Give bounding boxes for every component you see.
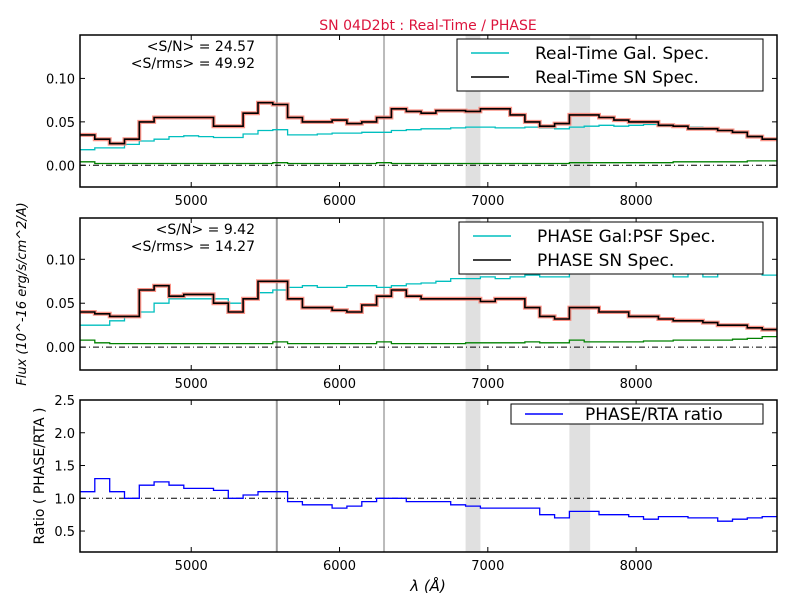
y-tick-label: 0.00 — [46, 341, 75, 356]
panel-3: 5000 6000 7000 8000 0.5 1.0 1.5 2.0 2.5 PHASE/RTA… — [54, 394, 778, 574]
x-tick-label: 7000 — [471, 559, 504, 574]
y-tick-label: 0.5 — [54, 525, 75, 540]
y-tick-label: 0.10 — [46, 253, 75, 268]
annotation: <S/N> = 9.42 — [156, 222, 255, 238]
y-tick-label: 0.05 — [46, 297, 75, 312]
annotation: <S/N> = 24.57 — [147, 39, 255, 55]
x-tick-label: 6000 — [323, 194, 356, 209]
x-tick-label: 6000 — [323, 377, 356, 392]
legend-label: PHASE Gal:PSF Spec. — [537, 227, 716, 247]
x-tick-label: 7000 — [471, 377, 504, 392]
legend: PHASE/RTA ratio — [510, 403, 764, 425]
axes-frame — [79, 217, 778, 371]
y-tick-label: 1.5 — [54, 460, 75, 475]
panel-1: 5000 6000 7000 8000 0.00 0.05 0.10 <S/N> = 24.5… — [46, 34, 778, 209]
legend-frame — [458, 221, 764, 275]
legend-label: Real-Time SN Spec. — [535, 68, 699, 88]
series-line-phase-sn-spec- — [80, 280, 777, 331]
legend-label: PHASE SN Spec. — [537, 251, 674, 271]
x-tick-label: 8000 — [620, 377, 653, 392]
series-line-phase-rta-ratio — [80, 477, 777, 522]
x-tick-label: 5000 — [175, 194, 208, 209]
annotation: <S/rms> = 14.27 — [131, 239, 255, 255]
telluric-band — [569, 400, 591, 552]
error-band — [80, 279, 777, 332]
panel-3-ylabel: Ratio ( PHASE/RTA ) — [32, 408, 48, 545]
panel-2: 5000 6000 7000 8000 0.00 0.05 0.10 <S/N> = 9.42… — [46, 217, 778, 392]
axes-frame — [79, 34, 778, 188]
series-line-sky — [80, 335, 777, 345]
y-tick-label: 1.0 — [54, 492, 75, 507]
series-line-sky — [80, 160, 777, 165]
legend: PHASE Gal:PSF Spec. PHASE SN Spec. — [458, 221, 764, 275]
x-tick-label: 8000 — [620, 559, 653, 574]
error-band — [80, 100, 777, 146]
panel-3-xlabel: λ (Å) — [409, 576, 446, 595]
x-tick-label: 5000 — [175, 559, 208, 574]
annotation: <S/rms> = 49.92 — [131, 56, 255, 72]
legend: Real-Time Gal. Spec. Real-Time SN Spec. — [456, 38, 764, 92]
x-tick-label: 5000 — [175, 377, 208, 392]
y-tick-label: 0.05 — [46, 116, 75, 131]
x-tick-label: 8000 — [620, 194, 653, 209]
panel-2-ylabel: Flux (10^-16 erg/s/cm^2/A) — [15, 202, 30, 385]
figure-title: SN 04D2bt : Real-Time / PHASE — [319, 18, 536, 34]
legend-label: Real-Time Gal. Spec. — [535, 44, 709, 64]
legend-frame — [456, 38, 764, 92]
axes-frame — [79, 399, 778, 553]
series-line-real-time-sn-spec- — [80, 101, 777, 145]
legend-label: PHASE/RTA ratio — [585, 405, 723, 425]
series-line-real-time-gal-spec- — [80, 123, 777, 151]
legend-frame — [510, 403, 764, 425]
y-tick-label: 2.5 — [54, 394, 75, 409]
x-tick-label: 7000 — [471, 194, 504, 209]
x-tick-label: 6000 — [323, 559, 356, 574]
y-tick-label: 0.10 — [46, 72, 75, 87]
y-tick-label: 2.0 — [54, 427, 75, 442]
telluric-band — [465, 400, 481, 552]
y-tick-label: 0.00 — [46, 159, 75, 174]
